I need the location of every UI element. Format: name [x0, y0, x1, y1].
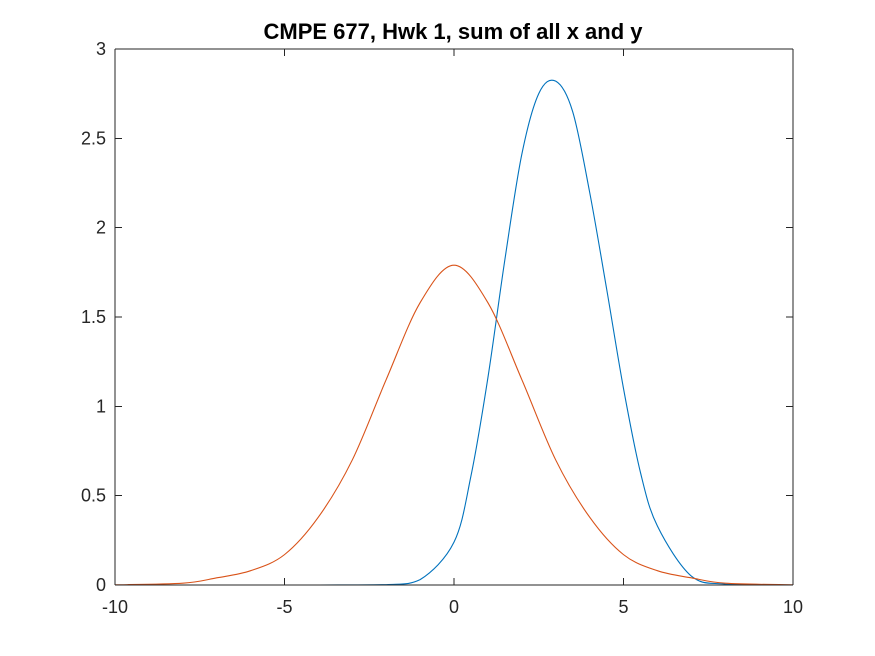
y-axis-ticks: 0 0.5 1 1.5 2 2.5 3 [81, 39, 793, 595]
plot-background [115, 49, 793, 585]
x-tick-label: -10 [102, 597, 128, 617]
y-tick-label: 2.5 [81, 128, 106, 148]
plot-area [115, 49, 793, 585]
y-tick-label: 0 [96, 575, 106, 595]
x-tick-label: 0 [449, 597, 459, 617]
y-tick-label: 0.5 [81, 486, 106, 506]
series-line-2 [114, 264, 794, 586]
series-layer [114, 79, 794, 586]
y-tick-label: 1 [96, 396, 106, 416]
y-tick-label: 2 [96, 218, 106, 238]
x-tick-label: -5 [276, 597, 292, 617]
x-tick-label: 10 [783, 597, 803, 617]
chart-title: CMPE 677, Hwk 1, sum of all x and y [263, 19, 643, 44]
y-tick-label: 3 [96, 39, 106, 59]
y-tick-label: 1.5 [81, 307, 106, 327]
series-line-1 [115, 79, 794, 586]
x-tick-label: 5 [618, 597, 628, 617]
x-axis-ticks: -10 -5 0 5 10 [102, 49, 803, 617]
